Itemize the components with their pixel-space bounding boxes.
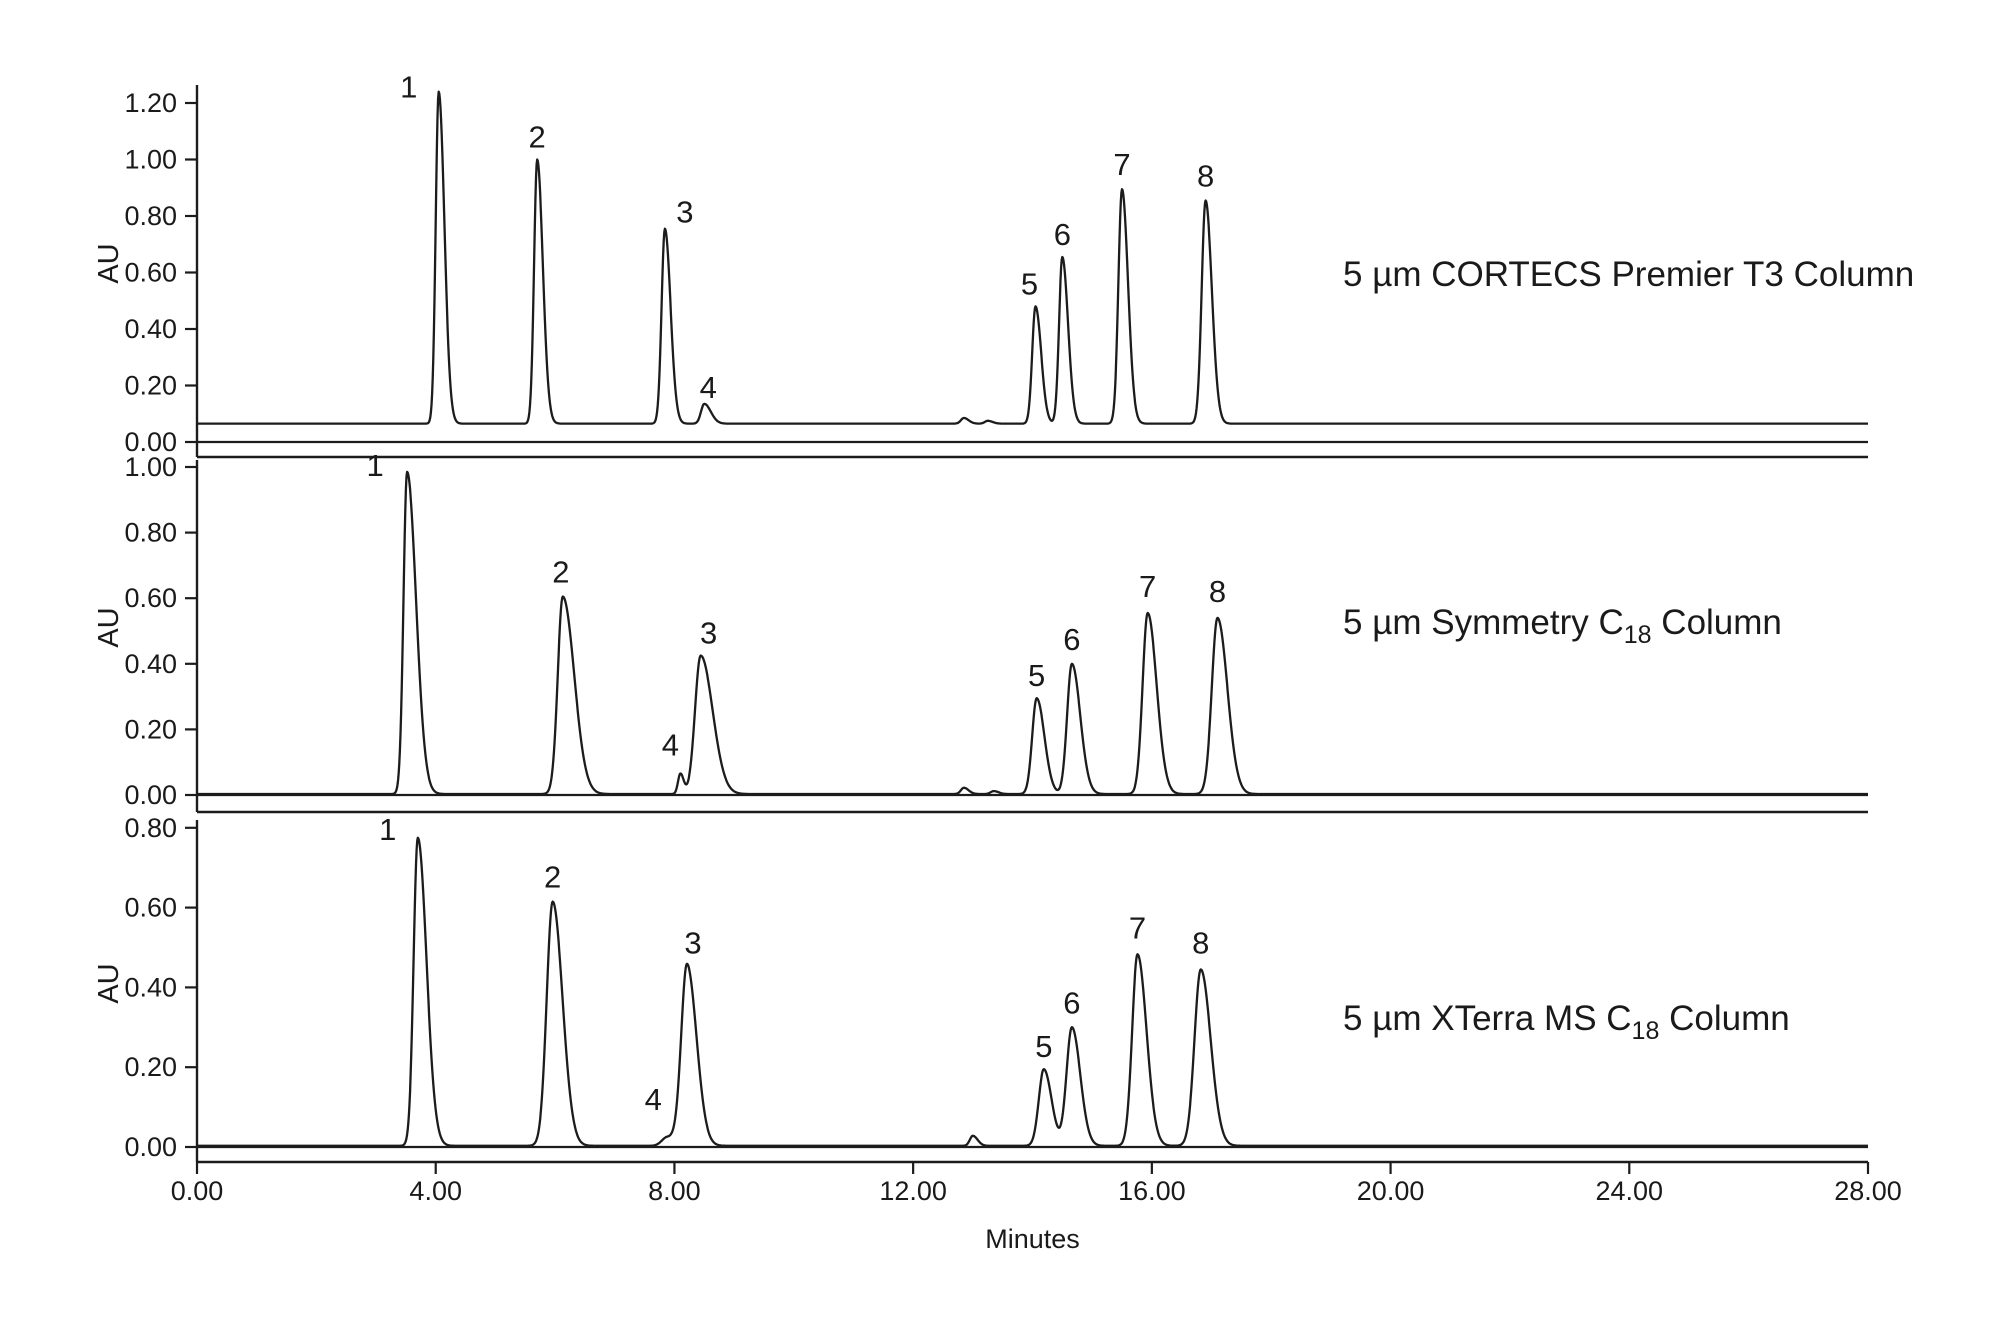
panel-cortecs-premier-t3: 0.00 0.20 0.40 0.60 0.80 1.00 1.20 AU 1 2 3 4 56 7 8 5 …: [93, 70, 1914, 459]
y-tick-label: 1.00: [124, 452, 177, 482]
peak-label-6: 6: [1054, 217, 1071, 252]
peak-label-6: 6: [1063, 622, 1080, 657]
y-tick-label: 0.40: [124, 314, 177, 344]
y-tick-label: 1.20: [124, 88, 177, 118]
x-tick-label: 16.00: [1118, 1176, 1186, 1206]
peak-label-1: 1: [400, 70, 417, 105]
y-tick-label: 0.40: [124, 972, 177, 1002]
peak-label-3: 3: [676, 195, 693, 230]
peak-label-7: 7: [1113, 147, 1130, 182]
y-axis-title: AU: [93, 243, 125, 283]
x-tick-label: 0.00: [171, 1176, 224, 1206]
peak-label-8: 8: [1209, 574, 1226, 609]
chromatogram-trace: [196, 470, 1869, 796]
y-axis-title: AU: [93, 607, 125, 647]
chromatogram-trace: [196, 836, 1869, 1147]
peak-label-2: 2: [544, 860, 561, 895]
peak-label-5: 5: [1028, 658, 1045, 693]
y-tick-label: 0.80: [124, 518, 177, 548]
y-tick-label: 0.20: [124, 1052, 177, 1082]
peak-label-3: 3: [700, 616, 717, 651]
peak-label-4: 4: [662, 728, 679, 763]
panel-xterra-ms-c18: 0.00 0.20 0.40 0.60 0.80 AU 1 2 3 4 56 7 8 5 µm XTerr…: [93, 812, 1869, 1164]
x-tick-label: 12.00: [879, 1176, 947, 1206]
peak-label-1: 1: [379, 812, 396, 847]
peak-label-7: 7: [1139, 569, 1156, 604]
x-tick-label: 24.00: [1595, 1176, 1663, 1206]
peak-label-7: 7: [1129, 910, 1146, 945]
time-axis: 0.00 4.00 8.00 12.00 16.00 20.00 24.00 28.00 Min…: [171, 1162, 1902, 1254]
y-tick-label: 0.00: [124, 427, 177, 457]
peak-label-1: 1: [366, 448, 383, 483]
peak-label-5: 5: [1021, 266, 1038, 301]
peak-label-8: 8: [1197, 158, 1214, 193]
y-tick-label: 1.00: [124, 145, 177, 175]
y-tick-label: 0.60: [124, 583, 177, 613]
panel-title-symmetry-c18: 5 µm Symmetry C18 Column: [1343, 603, 1782, 649]
panel-title-cortecs-premier-t3: 5 µm CORTECS Premier T3 Column: [1343, 255, 1914, 294]
peak-label-4: 4: [700, 370, 717, 405]
y-axis-title: AU: [93, 963, 125, 1003]
peak-label-5: 5: [1035, 1029, 1052, 1064]
peak-label-4: 4: [645, 1082, 662, 1117]
peak-label-3: 3: [684, 925, 701, 960]
x-tick-label: 4.00: [409, 1176, 462, 1206]
y-tick-label: 0.40: [124, 649, 177, 679]
y-tick-label: 0.80: [124, 201, 177, 231]
x-axis-title: Minutes: [985, 1224, 1080, 1254]
peak-label-6: 6: [1063, 985, 1080, 1020]
x-tick-label: 28.00: [1834, 1176, 1902, 1206]
y-tick-label: 0.00: [124, 780, 177, 810]
peak-label-2: 2: [552, 555, 569, 590]
y-tick-label: 0.80: [124, 813, 177, 843]
x-tick-label: 20.00: [1357, 1176, 1425, 1206]
y-tick-label: 0.00: [124, 1132, 177, 1162]
y-tick-label: 0.60: [124, 258, 177, 288]
x-tick-label: 8.00: [648, 1176, 701, 1206]
peak-label-8: 8: [1192, 925, 1209, 960]
y-tick-label: 0.20: [124, 371, 177, 401]
chromatogram-trace: [196, 90, 1869, 425]
y-tick-label: 0.60: [124, 893, 177, 923]
peak-label-2: 2: [529, 120, 546, 155]
panel-symmetry-c18: 0.00 0.20 0.40 0.60 0.80 1.00 AU 1 2 3 4 56 7 8 5 µm S…: [93, 448, 1869, 814]
panel-title-xterra-ms-c18: 5 µm XTerra MS C18 Column: [1343, 999, 1790, 1045]
y-tick-label: 0.20: [124, 714, 177, 744]
